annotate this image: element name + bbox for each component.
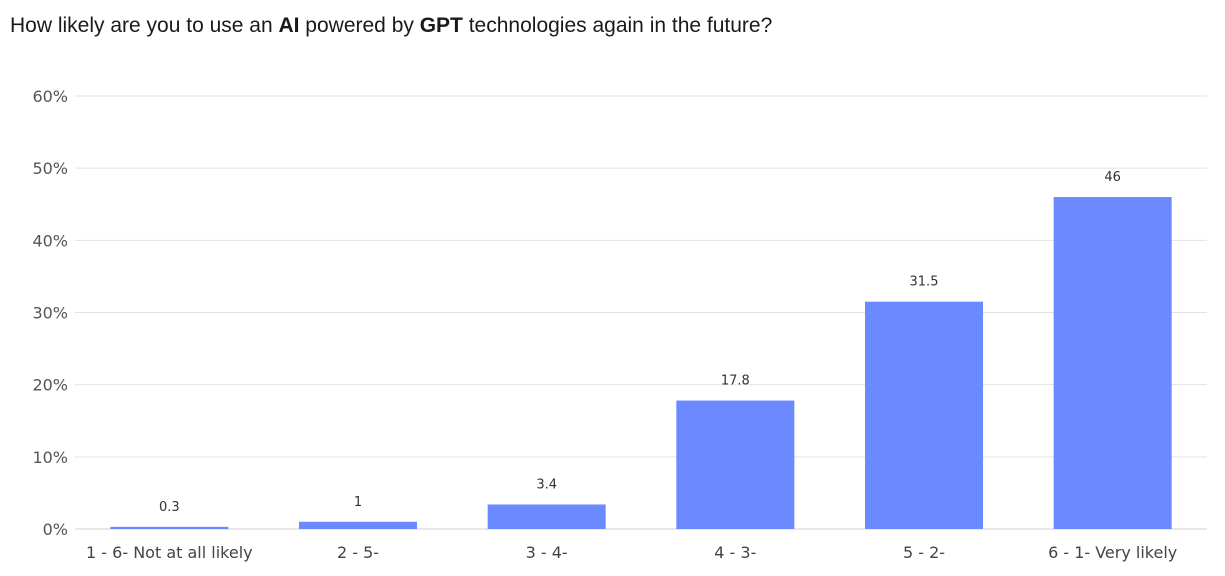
y-tick-label: 20% xyxy=(32,376,68,395)
x-tick-label-4: 4 - 3- xyxy=(714,543,756,562)
bar-3[interactable] xyxy=(487,504,606,529)
y-tick-label: 30% xyxy=(32,304,68,323)
data-label-1: 0.3 xyxy=(159,500,180,515)
bar-1[interactable] xyxy=(110,526,229,529)
title-bold-ai: AI xyxy=(278,14,300,37)
title-part-1: How likely are you to use an xyxy=(10,14,279,37)
grid-lines xyxy=(75,95,1207,530)
y-tick-label: 60% xyxy=(32,87,68,106)
y-tick-label: 10% xyxy=(32,448,68,467)
bar-5[interactable] xyxy=(865,301,983,529)
chart-title: How likely are you to use an AI powered … xyxy=(10,12,772,40)
title-part-3: technologies again in the future? xyxy=(462,14,773,37)
y-tick-label: 40% xyxy=(32,231,68,250)
x-tick-label-5: 5 - 2- xyxy=(903,543,945,562)
data-label-6: 46 xyxy=(1104,170,1121,185)
x-tick-label-6: 6 - 1- Very likely xyxy=(1048,543,1177,562)
title-part-2: powered by xyxy=(299,14,420,37)
data-labels: 0.3 1 3.4 17.8 31.5 46 xyxy=(159,170,1121,515)
title-bold-gpt: GPT xyxy=(419,14,463,37)
y-tick-label: 50% xyxy=(32,159,68,178)
y-axis-tick-labels: 0% 10% 20% 30% 40% 50% 60% xyxy=(32,87,68,539)
data-label-3: 3.4 xyxy=(536,477,557,492)
data-label-5: 31.5 xyxy=(910,275,939,290)
bar-4[interactable] xyxy=(676,400,795,529)
bars xyxy=(110,197,1172,530)
x-tick-label-3: 3 - 4- xyxy=(526,543,568,562)
y-tick-label: 0% xyxy=(43,520,68,539)
data-label-4: 17.8 xyxy=(721,374,750,389)
x-tick-label-1: 1 - 6- Not at all likely xyxy=(86,543,253,562)
x-tick-label-2: 2 - 5- xyxy=(337,543,379,562)
x-axis-category-labels: 1 - 6- Not at all likely 2 - 5- 3 - 4- 4 - … xyxy=(86,543,1177,562)
data-label-2: 1 xyxy=(354,495,362,510)
bar-2[interactable] xyxy=(299,521,417,529)
bar-6[interactable] xyxy=(1053,197,1172,530)
